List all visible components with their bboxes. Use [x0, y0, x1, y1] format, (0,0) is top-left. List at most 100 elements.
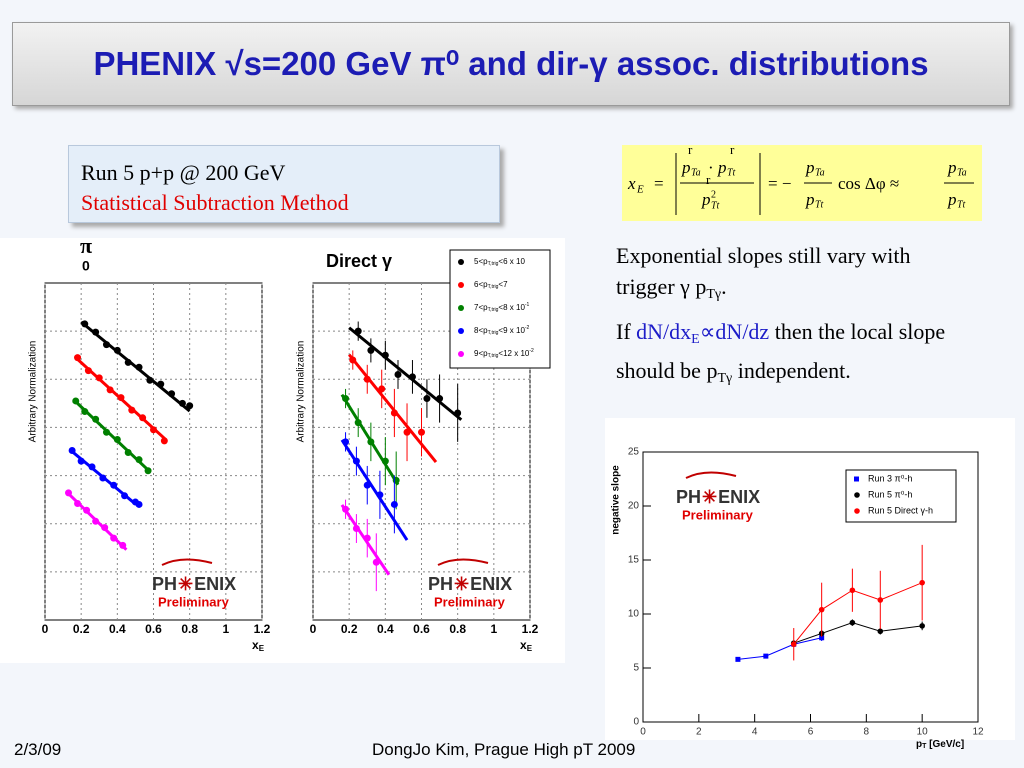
formula-text: p [805, 158, 815, 177]
logo-star: ✳ [454, 574, 469, 594]
text-part: T,trig [488, 284, 499, 290]
right-plot-bg [605, 418, 1015, 740]
data-point [354, 327, 362, 335]
formula-text: 2 [711, 189, 716, 200]
text-part: PH [428, 574, 453, 594]
legend-marker [854, 476, 859, 482]
data-point [74, 499, 82, 507]
formula-text: p [947, 158, 957, 177]
x-tick-label: 0.6 [413, 622, 430, 636]
x-tick-label: 1 [222, 622, 229, 636]
text-part: 7<p [474, 303, 488, 312]
x-tick-label: 10 [917, 727, 929, 738]
data-point [363, 375, 371, 383]
formula-text: p [805, 190, 815, 209]
data-point [818, 606, 825, 613]
text-part: <7 [498, 280, 508, 289]
data-point [403, 428, 411, 436]
panel-label: π [80, 233, 92, 258]
logo: PH✳ENIX [152, 574, 236, 594]
x-tick-label: 8 [864, 727, 870, 738]
x-tick-label: 0.8 [449, 622, 466, 636]
data-point [92, 415, 100, 423]
bullet-text: If [616, 319, 637, 344]
x-tick-label: 1 [490, 622, 497, 636]
x-tick-label: 12 [972, 727, 984, 738]
logo-star: ✳ [702, 487, 717, 507]
formula-text: · [708, 158, 714, 177]
x-axis-label: xE [252, 638, 265, 653]
data-point [102, 341, 110, 349]
fit-line [340, 439, 409, 541]
data-point [124, 448, 132, 456]
text-part: T [922, 743, 927, 750]
info-box: Run 5 p+p @ 200 GeV Statistical Subtract… [68, 145, 500, 223]
bullet-text: independent. [732, 358, 851, 383]
x-tick-label: 0 [310, 622, 317, 636]
data-point [367, 438, 375, 446]
data-point [117, 394, 125, 402]
legend-marker [458, 259, 464, 265]
text-part: p [916, 739, 922, 750]
formula-text: p [681, 158, 691, 177]
legend-label: 7<pT,trig<8 x 10-1 [474, 302, 530, 313]
bullet-text: Exponential slopes still vary with trigg… [616, 243, 911, 299]
legend-label: Run 5 Direct γ-h [868, 505, 933, 515]
data-point [178, 399, 186, 407]
data-point [390, 500, 398, 508]
data-point [92, 517, 100, 525]
y-tick-label: 15 [628, 555, 640, 566]
x-tick-label: 0.8 [181, 622, 198, 636]
data-point [72, 397, 80, 405]
footer-credit: DongJo Kim, Prague High pT 2009 [372, 740, 636, 759]
text-part: <8 x 10 [498, 303, 525, 312]
x-tick-label: 0.2 [73, 622, 90, 636]
text-part: -1 [525, 302, 530, 308]
data-point [124, 358, 132, 366]
bullet-text: Tγ [717, 371, 733, 386]
text-part: <12 x 10 [498, 349, 529, 358]
data-point [376, 491, 384, 499]
footer-date: 2/3/09 [14, 740, 62, 759]
x-tick-label: 2 [696, 727, 702, 738]
text-part: T,trig [488, 307, 499, 313]
bullet-list: Exponential slopes still vary with trigg… [616, 240, 956, 400]
data-point [790, 641, 797, 648]
data-point [381, 457, 389, 465]
info-line: Run 5 p+p @ 200 GeV [81, 160, 286, 185]
text-part: 9<p [474, 349, 488, 358]
text-part: [GeV/c] [926, 739, 964, 750]
bullet-text: E [691, 332, 700, 347]
legend-marker [458, 282, 464, 288]
legend-box [845, 469, 957, 523]
legend-label: 5<pT,trig<6 x 10 [474, 257, 525, 267]
data-point [113, 346, 121, 354]
text-part: -2 [529, 348, 534, 354]
data-point [436, 395, 444, 403]
data-point [110, 534, 118, 542]
logo-swoosh [161, 558, 213, 566]
text-part: T,trig [488, 330, 499, 336]
x-tick-label: 0.4 [377, 622, 394, 636]
data-point [83, 506, 91, 514]
data-point [135, 363, 143, 371]
formula-text: Tt [711, 200, 720, 211]
data-point [363, 534, 371, 542]
data-point [135, 456, 143, 464]
text-part: T,trig [488, 261, 499, 267]
formula-text: = [654, 174, 664, 193]
logo-swoosh [685, 471, 737, 479]
legend-marker [458, 305, 464, 311]
data-point [84, 367, 92, 375]
formula-text: r [706, 172, 711, 187]
data-point [102, 428, 110, 436]
bullet-text: then the local slope should be p [616, 319, 946, 383]
data-point [119, 541, 127, 549]
x-tick-label: 0.6 [145, 622, 162, 636]
logo: PH✳ENIX [428, 574, 512, 594]
data-point [106, 386, 114, 394]
logo: PH✳ENIX [676, 487, 760, 507]
x-axis-label: pT [GeV/c] [916, 739, 964, 750]
